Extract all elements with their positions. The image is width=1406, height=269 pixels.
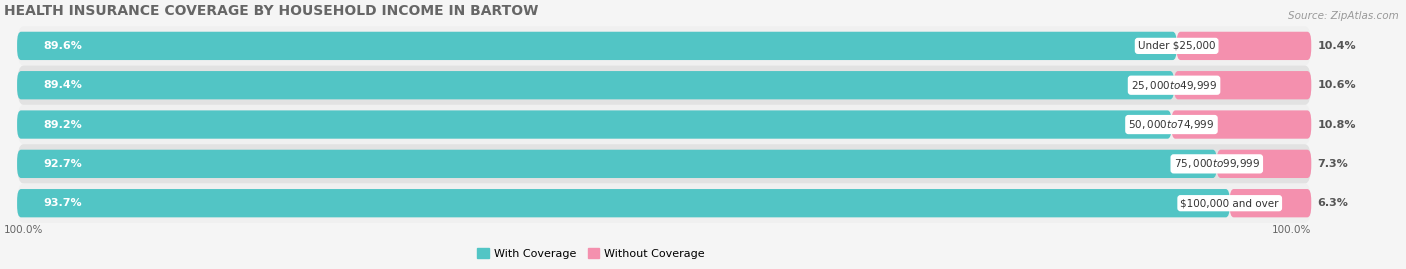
Text: 100.0%: 100.0% [4, 225, 44, 235]
Text: 92.7%: 92.7% [44, 159, 82, 169]
FancyBboxPatch shape [17, 183, 1312, 223]
FancyBboxPatch shape [17, 189, 1230, 217]
FancyBboxPatch shape [1171, 110, 1312, 139]
FancyBboxPatch shape [1174, 71, 1312, 99]
Text: $100,000 and over: $100,000 and over [1181, 198, 1279, 208]
FancyBboxPatch shape [17, 110, 1171, 139]
FancyBboxPatch shape [17, 105, 1312, 144]
FancyBboxPatch shape [1177, 32, 1312, 60]
Text: 10.8%: 10.8% [1317, 119, 1357, 130]
Text: $25,000 to $49,999: $25,000 to $49,999 [1130, 79, 1218, 92]
Text: $50,000 to $74,999: $50,000 to $74,999 [1129, 118, 1215, 131]
Text: 6.3%: 6.3% [1317, 198, 1348, 208]
Text: 89.4%: 89.4% [44, 80, 82, 90]
FancyBboxPatch shape [17, 150, 1216, 178]
FancyBboxPatch shape [1230, 189, 1312, 217]
Text: 89.6%: 89.6% [44, 41, 82, 51]
Text: 100.0%: 100.0% [1272, 225, 1312, 235]
Text: Under $25,000: Under $25,000 [1137, 41, 1215, 51]
FancyBboxPatch shape [17, 71, 1174, 99]
FancyBboxPatch shape [17, 26, 1312, 66]
Text: 93.7%: 93.7% [44, 198, 82, 208]
FancyBboxPatch shape [17, 32, 1177, 60]
Text: $75,000 to $99,999: $75,000 to $99,999 [1174, 157, 1260, 170]
Legend: With Coverage, Without Coverage: With Coverage, Without Coverage [472, 244, 710, 263]
Text: 10.6%: 10.6% [1317, 80, 1357, 90]
Text: 89.2%: 89.2% [44, 119, 82, 130]
FancyBboxPatch shape [17, 66, 1312, 105]
Text: 7.3%: 7.3% [1317, 159, 1348, 169]
Text: HEALTH INSURANCE COVERAGE BY HOUSEHOLD INCOME IN BARTOW: HEALTH INSURANCE COVERAGE BY HOUSEHOLD I… [4, 4, 538, 18]
Text: 10.4%: 10.4% [1317, 41, 1357, 51]
FancyBboxPatch shape [17, 144, 1312, 183]
FancyBboxPatch shape [1216, 150, 1312, 178]
Text: Source: ZipAtlas.com: Source: ZipAtlas.com [1288, 11, 1399, 21]
